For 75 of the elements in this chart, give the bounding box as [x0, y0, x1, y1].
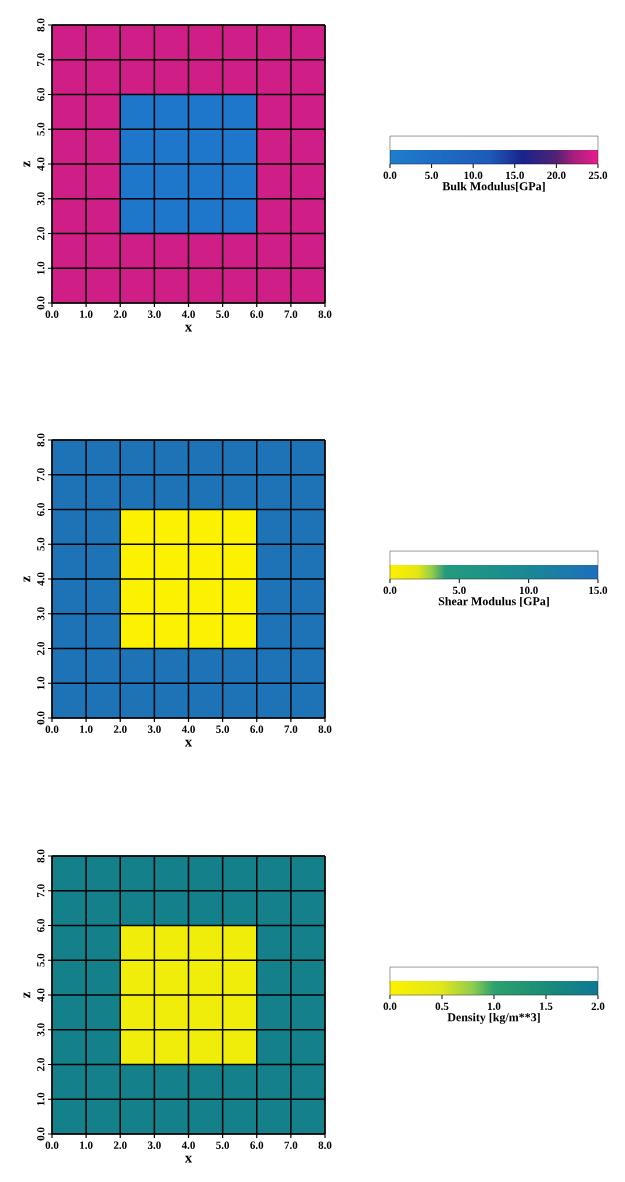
x-tick-label: 3.0	[147, 310, 161, 318]
y-tick-label: 7.0	[37, 53, 45, 66]
color-bar-label: 1.0	[488, 1002, 501, 1011]
color-bar-label: 20.0	[547, 171, 566, 180]
x-tick-label: 0.0	[45, 725, 59, 733]
x-tick-label: 8.0	[318, 1141, 332, 1149]
color-bar-label: 25.0	[588, 171, 608, 180]
y-tick-label: 6.0	[37, 88, 45, 101]
color-bar-label: 10.0	[519, 586, 538, 595]
x-tick-label: 3.0	[147, 725, 161, 733]
y-tick-label: 4.0	[37, 572, 45, 586]
color-bar-label: 15.0	[589, 586, 608, 595]
y-tick-label: 3.0	[37, 192, 45, 206]
y-tick-label: 1.0	[37, 261, 45, 275]
y-tick-label: 4.0	[37, 988, 45, 1002]
x-tick-label: 8.0	[318, 725, 332, 733]
x-tick-label: 4.0	[181, 725, 195, 733]
x-tick-label: 4.0	[181, 310, 195, 318]
color-bar-label: 2.0	[591, 1002, 605, 1011]
x-tick-label: 2.0	[113, 725, 127, 733]
y-tick-label: 1.0	[37, 1092, 45, 1106]
y-tick-label: 8.0	[37, 849, 45, 863]
x-tick-label: 6.0	[250, 1141, 264, 1149]
x-tick-label: 7.0	[284, 1141, 298, 1149]
color-bar-label: 0.0	[383, 586, 397, 595]
y-axis-title: z	[23, 992, 31, 998]
x-tick-label: 1.0	[80, 310, 93, 318]
y-tick-label: 7.0	[37, 468, 45, 481]
color-bar-title: Shear Modulus [GPa]	[438, 596, 549, 607]
color-bar-label: 15.0	[506, 171, 524, 180]
y-tick-label: 2.0	[37, 227, 45, 240]
color-bar-label: 5.0	[425, 171, 439, 180]
x-tick-label: 1.0	[80, 725, 93, 733]
x-tick-label: 3.0	[147, 1141, 161, 1149]
y-tick-label: 3.0	[37, 607, 45, 621]
y-tick-label: 5.0	[37, 122, 45, 136]
x-tick-label: 8.0	[318, 310, 332, 318]
color-bar-label: 10.0	[464, 171, 483, 180]
x-tick-label: 5.0	[216, 1141, 230, 1149]
x-tick-label: 0.0	[45, 1141, 59, 1149]
color-bar-label: 0.0	[383, 1002, 397, 1011]
x-tick-label: 5.0	[216, 725, 230, 733]
y-tick-label: 5.0	[37, 953, 45, 967]
x-axis-title: x	[184, 739, 193, 747]
x-tick-label: 4.0	[181, 1141, 195, 1149]
x-axis-title: x	[184, 324, 193, 332]
x-tick-label: 5.0	[216, 310, 230, 318]
y-axis-title: z	[23, 161, 31, 167]
y-tick-label: 6.0	[37, 919, 45, 932]
y-tick-label: 1.0	[37, 676, 45, 690]
y-tick-label: 4.0	[37, 157, 45, 171]
y-tick-label: 2.0	[37, 642, 45, 655]
y-tick-label: 2.0	[37, 1058, 45, 1071]
x-tick-label: 7.0	[284, 725, 298, 733]
x-axis-title: x	[184, 1155, 193, 1163]
y-tick-label: 7.0	[37, 884, 45, 897]
color-bar-label: 1.5	[540, 1002, 553, 1010]
y-tick-label: 5.0	[37, 537, 45, 551]
x-tick-label: 2.0	[113, 310, 127, 318]
color-bar-title: Bulk Modulus[GPa]	[442, 181, 545, 192]
y-tick-label: 6.0	[37, 503, 45, 516]
y-tick-label: 8.0	[37, 18, 45, 32]
x-tick-label: 0.0	[45, 310, 59, 318]
x-tick-label: 6.0	[250, 725, 264, 733]
y-tick-label: 8.0	[37, 433, 45, 447]
x-tick-label: 7.0	[284, 310, 298, 318]
x-tick-label: 2.0	[113, 1141, 127, 1149]
color-bar-label: 0.0	[383, 171, 397, 180]
y-tick-label: 3.0	[37, 1023, 45, 1037]
y-axis-title: z	[23, 576, 31, 582]
color-bar-label: 5.0	[452, 586, 466, 595]
color-bar-title: Density [kg/m**3]	[447, 1012, 540, 1024]
x-tick-label: 1.0	[80, 1141, 93, 1149]
color-bar-label: 0.5	[435, 1002, 449, 1011]
x-tick-label: 6.0	[250, 310, 264, 318]
